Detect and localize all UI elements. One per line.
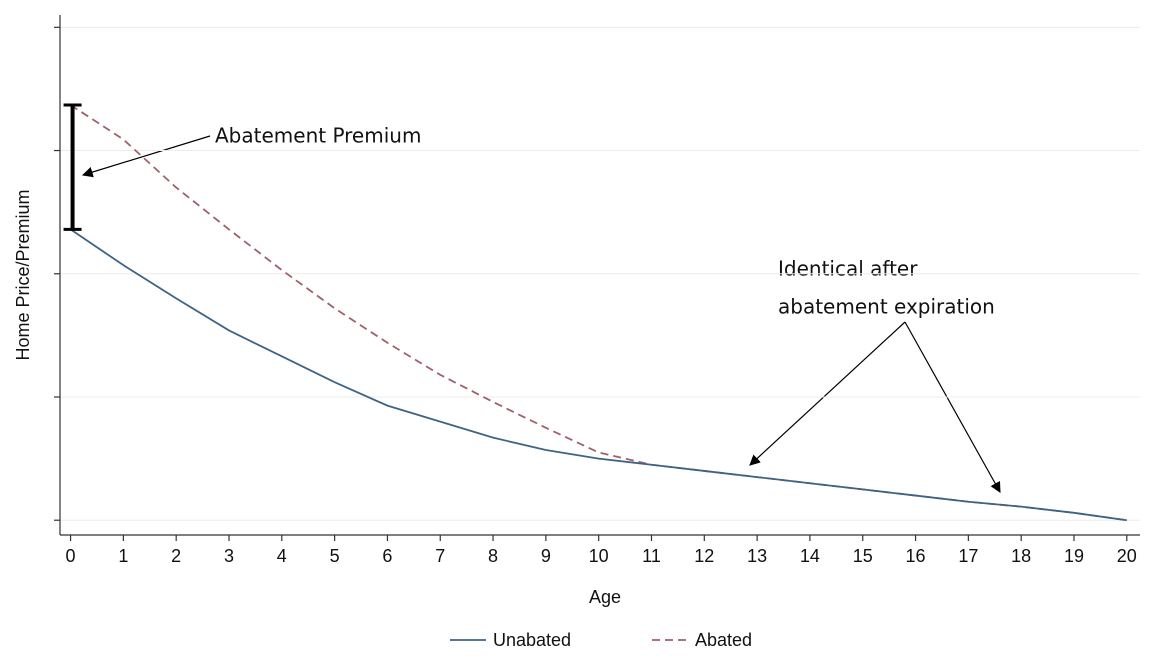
x-tick-label: 10 xyxy=(589,546,609,566)
x-tick-label: 2 xyxy=(171,546,181,566)
x-tick-label: 5 xyxy=(330,546,340,566)
annotation-arrow xyxy=(904,321,1001,493)
annotation: Identical after xyxy=(778,257,918,281)
x-tick-label: 9 xyxy=(541,546,551,566)
legend-label: Unabated xyxy=(493,630,571,650)
annotation: abatement expiration xyxy=(778,295,995,319)
x-tick-label: 13 xyxy=(747,546,767,566)
x-tick-label: 19 xyxy=(1064,546,1084,566)
x-tick-label: 6 xyxy=(382,546,392,566)
x-tick-label: 11 xyxy=(642,546,661,566)
x-tick-label: 7 xyxy=(435,546,445,566)
x-tick-label: 17 xyxy=(958,546,978,566)
x-tick-label: 12 xyxy=(694,546,714,566)
x-tick-label: 8 xyxy=(488,546,498,566)
x-tick-label: 1 xyxy=(118,546,128,566)
x-tick-label: 15 xyxy=(853,546,873,566)
x-tick-label: 0 xyxy=(66,546,76,566)
legend-label: Abated xyxy=(695,630,752,650)
y-axis-label: Home Price/Premium xyxy=(13,189,33,360)
x-tick-label: 20 xyxy=(1117,546,1137,566)
series-line xyxy=(70,228,1127,522)
annotation-arrow xyxy=(81,135,211,178)
x-tick-label: 18 xyxy=(1011,546,1031,566)
x-tick-label: 14 xyxy=(800,546,820,566)
annotation: Abatement Premium xyxy=(215,124,421,148)
x-axis-label: Age xyxy=(589,587,621,607)
annotation-arrow xyxy=(749,321,906,466)
x-tick-label: 3 xyxy=(224,546,234,566)
x-tick-label: 16 xyxy=(906,546,926,566)
x-tick-label: 4 xyxy=(277,546,287,566)
